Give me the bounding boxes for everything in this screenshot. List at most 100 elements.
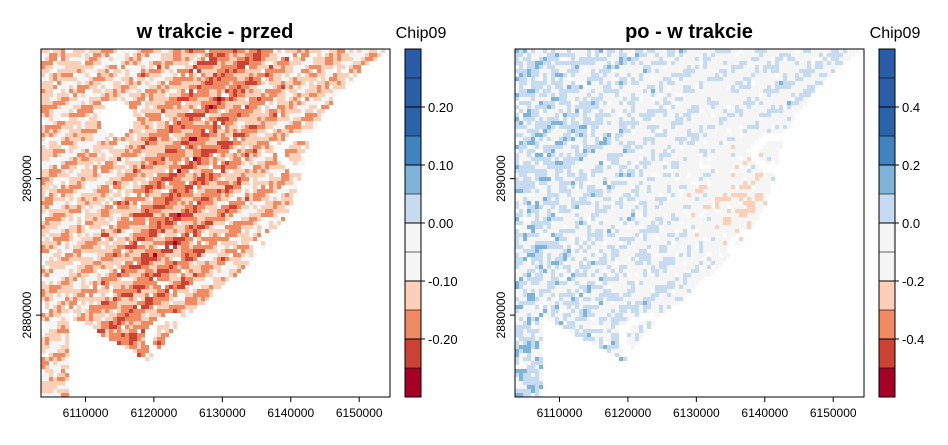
raster-cell	[253, 201, 257, 205]
raster-cell	[253, 101, 257, 105]
raster-cell	[73, 177, 77, 181]
raster-cell	[241, 189, 245, 193]
raster-cell	[185, 125, 189, 129]
raster-cell	[249, 93, 253, 97]
raster-cell	[205, 49, 209, 53]
raster-cell	[165, 289, 169, 293]
raster-cell	[337, 65, 341, 69]
raster-cell	[109, 205, 113, 209]
raster-cell	[703, 89, 707, 93]
raster-cell	[575, 53, 579, 57]
raster-cell	[623, 57, 627, 61]
raster-cell	[643, 77, 647, 81]
raster-cell	[149, 209, 153, 213]
raster-cell	[265, 93, 269, 97]
raster-cell	[49, 193, 53, 197]
raster-cell	[289, 89, 293, 93]
raster-cell	[245, 189, 249, 193]
raster-cell	[49, 257, 53, 261]
raster-cell	[133, 81, 137, 85]
raster-cell	[49, 293, 53, 297]
raster-cell	[663, 61, 667, 65]
raster-cell	[515, 53, 519, 57]
raster-cell	[157, 333, 161, 337]
raster-cell	[125, 149, 129, 153]
raster-cell	[181, 245, 185, 249]
raster-cell	[221, 89, 225, 93]
raster-cell	[161, 73, 165, 77]
raster-cell	[165, 293, 169, 297]
raster-cell	[61, 361, 65, 365]
raster-cell	[209, 129, 213, 133]
raster-cell	[197, 169, 201, 173]
raster-cell	[305, 81, 309, 85]
raster-cell	[225, 101, 229, 105]
raster-cell	[209, 273, 213, 277]
raster-cell	[81, 93, 85, 97]
raster-cell	[285, 129, 289, 133]
raster-cell	[265, 65, 269, 69]
raster-cell	[157, 157, 161, 161]
raster-cell	[53, 313, 57, 317]
raster-cell	[567, 89, 571, 93]
raster-cell	[89, 97, 93, 101]
raster-cell	[57, 337, 61, 341]
raster-cell	[89, 281, 93, 285]
raster-cell	[129, 237, 133, 241]
raster-cell	[161, 265, 165, 269]
raster-cell	[277, 213, 281, 217]
raster-cell	[65, 65, 69, 69]
raster-cell	[281, 209, 285, 213]
raster-cell	[567, 81, 571, 85]
raster-cell	[579, 77, 583, 81]
raster-cell	[101, 89, 105, 93]
raster-cell	[73, 253, 77, 257]
raster-cell	[53, 129, 57, 133]
raster-cell	[197, 221, 201, 225]
raster-cell	[591, 85, 595, 89]
raster-cell	[293, 129, 297, 133]
raster-cell	[747, 85, 751, 89]
raster-cell	[257, 209, 261, 213]
raster-cell	[571, 69, 575, 73]
raster-cell	[45, 225, 49, 229]
raster-cell	[129, 253, 133, 257]
raster-cell	[117, 93, 121, 97]
raster-cell	[671, 73, 675, 77]
raster-cell	[101, 277, 105, 281]
raster-cell	[173, 141, 177, 145]
raster-cell	[125, 89, 129, 93]
raster-cell	[579, 81, 583, 85]
raster-cell	[767, 69, 771, 73]
raster-cell	[125, 181, 129, 185]
raster-cell	[97, 273, 101, 277]
raster-cell	[265, 189, 269, 193]
raster-cell	[93, 125, 97, 129]
raster-cell	[177, 293, 181, 297]
raster-cell	[751, 85, 755, 89]
raster-cell	[93, 249, 97, 253]
raster-cell	[233, 197, 237, 201]
raster-cell	[173, 225, 177, 229]
raster-cell	[225, 65, 229, 69]
raster-cell	[839, 61, 843, 65]
raster-cell	[205, 105, 209, 109]
raster-cell	[369, 53, 373, 57]
raster-cell	[369, 57, 373, 61]
raster-cell	[193, 265, 197, 269]
raster-cell	[101, 253, 105, 257]
raster-cell	[205, 209, 209, 213]
raster-cell	[41, 149, 45, 153]
raster-cell	[165, 277, 169, 281]
raster-cell	[69, 173, 73, 177]
raster-cell	[715, 81, 719, 85]
raster-cell	[45, 185, 49, 189]
raster-cell	[117, 317, 121, 321]
raster-cell	[45, 281, 49, 285]
raster-cell	[241, 169, 245, 173]
raster-cell	[57, 53, 61, 57]
raster-cell	[109, 325, 113, 329]
raster-cell	[173, 289, 177, 293]
raster-cell	[799, 73, 803, 77]
raster-cell	[153, 73, 157, 77]
